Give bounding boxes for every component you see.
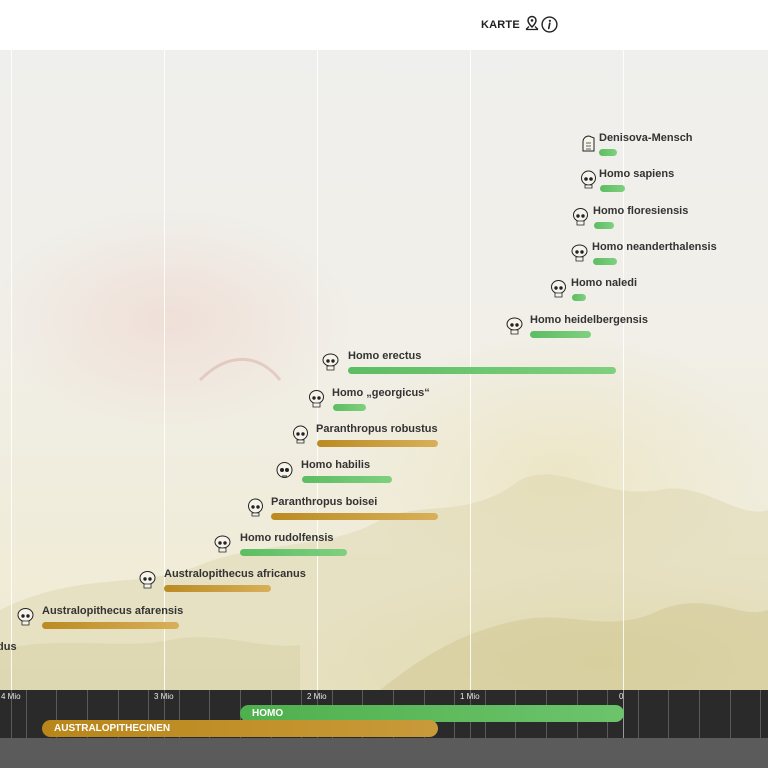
species-label: Australopithecus africanus	[164, 568, 306, 580]
species-label: Homo „georgicus“	[332, 387, 430, 399]
tick	[730, 690, 731, 738]
map-button[interactable]: KARTE	[481, 15, 540, 35]
skull-icon	[248, 498, 263, 517]
tick-label: 4 Mio	[1, 692, 21, 701]
species-range-bar	[333, 404, 366, 411]
skull-icon	[17, 608, 34, 626]
skull-icon	[581, 170, 596, 189]
top-bar: KARTE	[0, 0, 768, 50]
tick	[164, 690, 165, 738]
tick	[638, 690, 639, 738]
tick-label: 1 Mio	[460, 692, 480, 701]
skull-icon	[139, 571, 156, 589]
timeline-axis[interactable]: 4 Mio 3 Mio 2 Mio 1 Mio 0 HOMO AUSTRALOP…	[0, 690, 768, 738]
species-label: Homo erectus	[348, 350, 422, 362]
species-range-bar	[594, 222, 614, 229]
skull-icon	[293, 425, 308, 444]
skull-icon	[506, 317, 523, 335]
skull-icon	[582, 135, 595, 152]
species-label: Homo rudolfensis	[240, 532, 334, 544]
species-label: Paranthropus robustus	[316, 423, 438, 435]
species-range-bar	[240, 549, 347, 556]
species-range-bar	[600, 185, 625, 192]
gridline	[317, 50, 318, 690]
species-label: Homo floresiensis	[593, 205, 689, 217]
skull-icon	[214, 535, 231, 553]
tick	[760, 690, 761, 738]
species-range-bar	[317, 440, 438, 447]
species-label: Denisova-Mensch	[599, 132, 693, 144]
tick	[118, 690, 119, 738]
skull-icon	[571, 244, 588, 262]
species-range-bar	[302, 476, 392, 483]
australopithecinen-band[interactable]: AUSTRALOPITHECINEN	[42, 720, 438, 737]
gridline	[623, 50, 624, 690]
tick	[56, 690, 57, 738]
map-button-label: KARTE	[481, 19, 520, 31]
species-range-bar	[164, 585, 271, 592]
tick-label: 2 Mio	[307, 692, 327, 701]
tick	[148, 690, 149, 738]
tick	[668, 690, 669, 738]
species-range-bar	[348, 367, 616, 374]
gridline	[11, 50, 12, 690]
species-range-bar	[572, 294, 586, 301]
homo-band[interactable]: HOMO	[240, 705, 624, 722]
bottom-strip	[0, 738, 768, 768]
species-range-bar	[530, 331, 591, 338]
species-label: Paranthropus boisei	[271, 496, 378, 508]
tick	[179, 690, 180, 738]
species-label: Australopithecus afarensis	[42, 605, 184, 617]
species-range-bar	[599, 149, 617, 156]
tick	[87, 690, 88, 738]
tick-label: 0	[619, 692, 624, 701]
skull-icon	[276, 462, 293, 478]
timeline-canvas[interactable]: Denisova-Mensch Homo sapiens Homo flores…	[0, 50, 768, 690]
skull-icon	[573, 208, 588, 226]
species-label: Homo sapiens	[599, 168, 675, 180]
tick	[699, 690, 700, 738]
tick	[11, 690, 12, 738]
gridline	[164, 50, 165, 690]
skull-icon	[322, 353, 339, 371]
homo-band-label: HOMO	[252, 708, 284, 719]
skull-icon	[551, 280, 566, 298]
species-range-bar	[42, 622, 179, 629]
species-label: Homo habilis	[301, 459, 371, 471]
map-pin-icon	[524, 15, 540, 36]
info-icon	[541, 16, 558, 33]
landscape-background	[0, 357, 768, 690]
species-range-bar	[593, 258, 617, 265]
species-range-bar	[271, 513, 438, 520]
species-label: Homo naledi	[571, 277, 638, 289]
skull-icon	[309, 390, 324, 408]
species-label: Homo heidelbergensis	[530, 314, 648, 326]
tick	[209, 690, 210, 738]
tick-label: 3 Mio	[154, 692, 174, 701]
species-label: Homo neanderthalensis	[592, 241, 717, 253]
tick	[26, 690, 27, 738]
info-button[interactable]	[541, 16, 558, 33]
species-label: dus	[0, 641, 17, 653]
australopithecinen-band-label: AUSTRALOPITHECINEN	[54, 723, 171, 734]
